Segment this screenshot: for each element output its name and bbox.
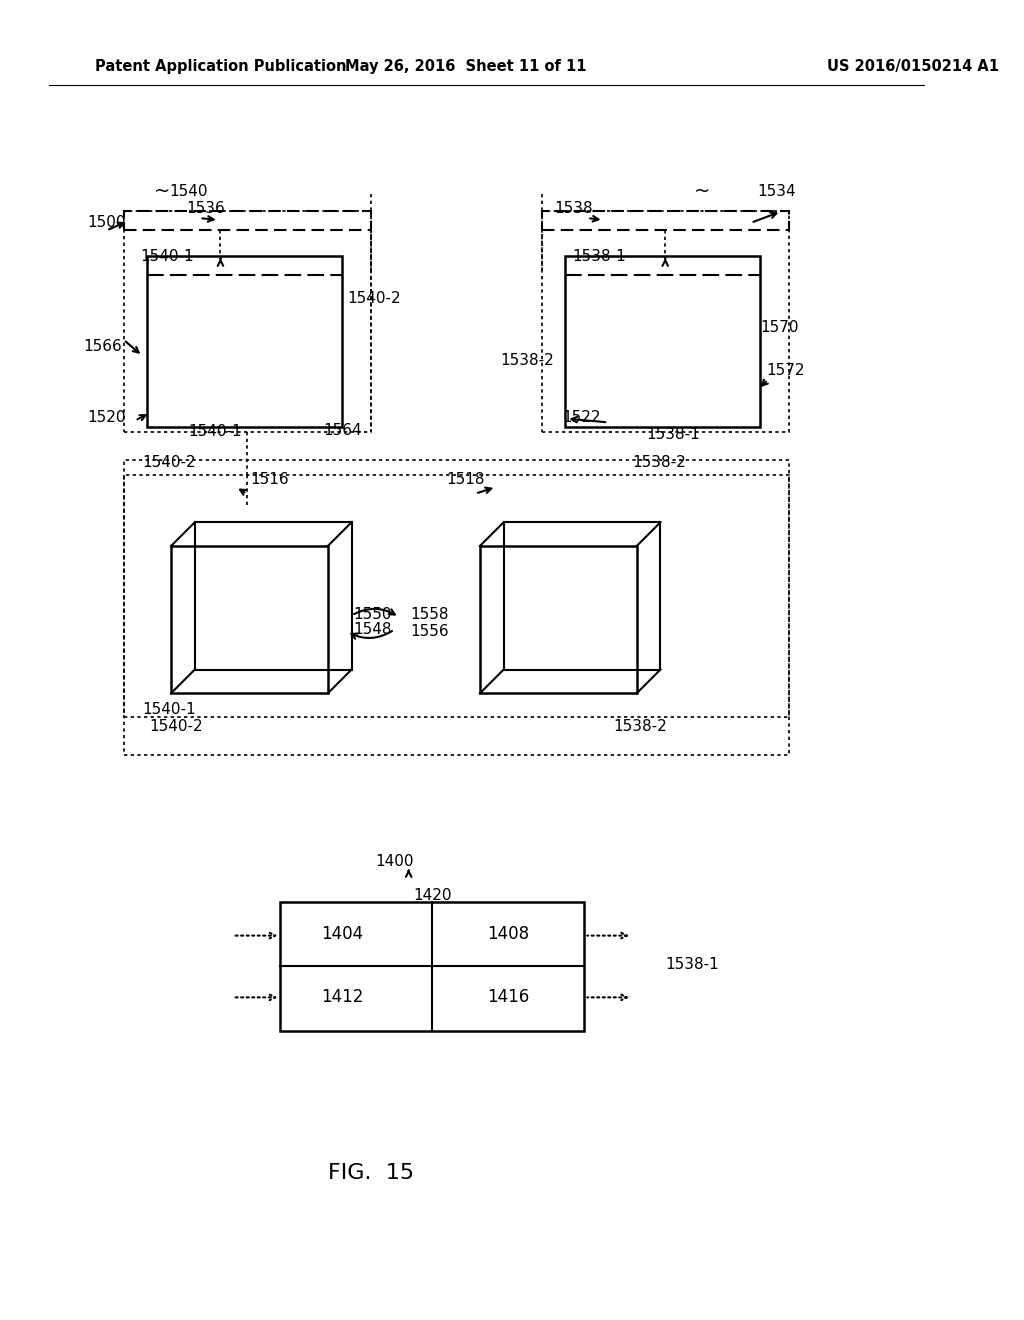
Text: US 2016/0150214 A1: US 2016/0150214 A1 [826,58,998,74]
Text: 1540: 1540 [169,183,208,199]
Text: 1538-2: 1538-2 [632,455,686,470]
Text: 1538-1: 1538-1 [666,957,719,972]
Text: 1408: 1408 [487,925,529,942]
Text: 1540-2: 1540-2 [347,292,400,306]
Text: 1558: 1558 [411,607,450,622]
Text: 1538: 1538 [554,201,593,216]
Text: 1522: 1522 [562,411,601,425]
Text: 1556: 1556 [411,624,450,639]
Text: 1540-1: 1540-1 [142,702,197,717]
Text: May 26, 2016  Sheet 11 of 11: May 26, 2016 Sheet 11 of 11 [345,58,587,74]
Text: 1572: 1572 [766,363,805,378]
Text: 1516: 1516 [250,473,289,487]
Text: 1500: 1500 [87,215,126,231]
Text: 1404: 1404 [322,925,364,942]
Text: FIG.  15: FIG. 15 [328,1163,414,1183]
Text: 1518: 1518 [446,473,485,487]
Text: 1540-1: 1540-1 [140,248,195,264]
Text: 1400: 1400 [376,854,414,869]
Text: 1564: 1564 [324,422,361,437]
Text: 1538-1: 1538-1 [646,428,700,442]
Text: 1570: 1570 [760,319,799,335]
Text: 1538-2: 1538-2 [613,719,667,734]
Text: 1540-2: 1540-2 [142,455,197,470]
Text: 1548: 1548 [353,622,392,638]
Text: 1412: 1412 [321,989,364,1006]
Text: 1420: 1420 [414,888,452,903]
Text: 1538-2: 1538-2 [500,354,554,368]
Text: 1538-1: 1538-1 [572,248,626,264]
Text: 1550: 1550 [353,607,392,622]
Text: 1536: 1536 [186,201,225,216]
Text: 1416: 1416 [487,989,529,1006]
Text: 1534: 1534 [758,183,796,199]
Text: 1540-2: 1540-2 [150,719,203,734]
Text: 1566: 1566 [84,339,123,354]
Text: ~: ~ [154,182,170,201]
Text: Patent Application Publication: Patent Application Publication [95,58,346,74]
Text: 1540-1: 1540-1 [188,425,242,440]
Text: 1520: 1520 [87,411,126,425]
Text: ~: ~ [693,182,710,201]
